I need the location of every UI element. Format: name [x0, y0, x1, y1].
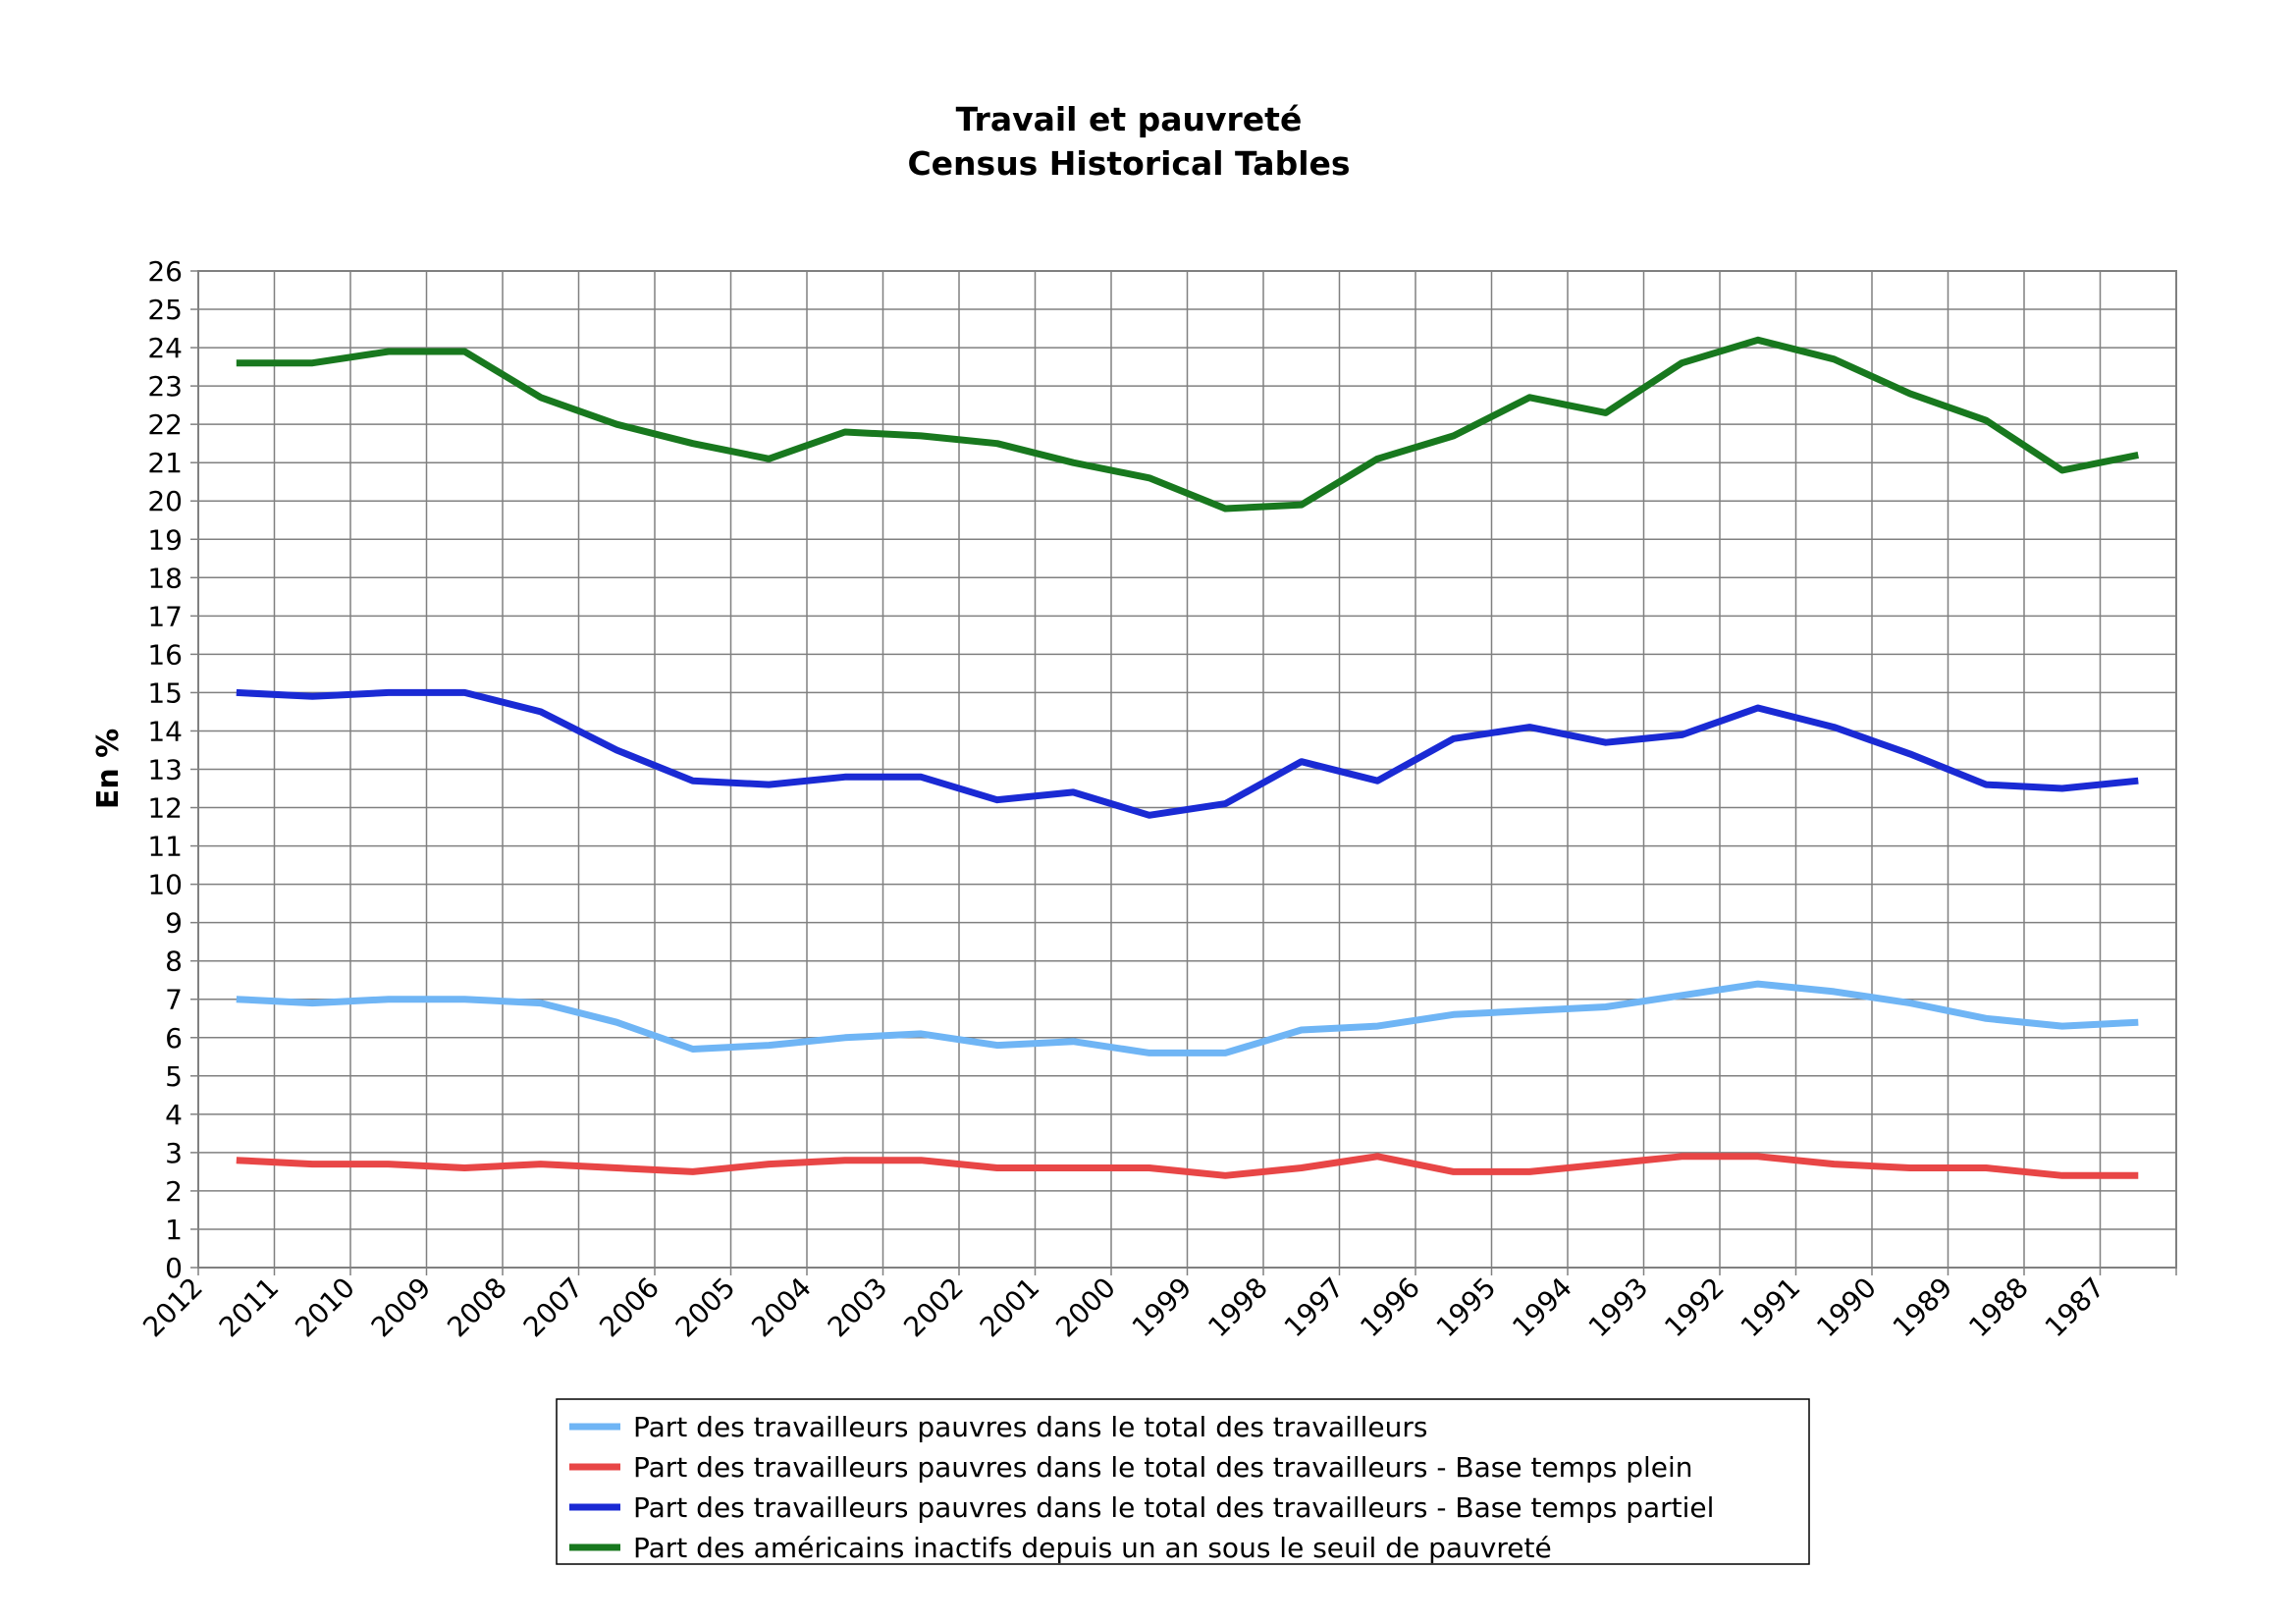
y-tick-label: 11 [147, 831, 183, 863]
y-tick-label: 6 [165, 1022, 183, 1055]
x-tick-label: 1994 [1506, 1271, 1578, 1344]
x-tick-label: 1993 [1582, 1271, 1655, 1344]
x-tick-label: 1990 [1810, 1271, 1883, 1344]
series-line-1 [236, 980, 2139, 1056]
x-tick-label: 2009 [365, 1271, 438, 1344]
x-tick-label: 1987 [2039, 1271, 2111, 1344]
y-tick-label: 14 [147, 715, 183, 747]
x-axis-ticks: 2012 2011 2010 2009 2008 2007 2006 2005 2004 2003… [136, 1268, 2177, 1344]
y-tick-label: 21 [147, 447, 183, 479]
x-tick-label: 2010 [289, 1271, 361, 1344]
x-tick-label: 1998 [1201, 1271, 1274, 1344]
y-tick-label: 26 [147, 255, 183, 288]
legend-label-2: Part des travailleurs pauvres dans le to… [633, 1451, 1693, 1484]
y-tick-label: 5 [165, 1060, 183, 1093]
x-tick-label: 1996 [1354, 1271, 1426, 1344]
y-tick-label: 3 [165, 1137, 183, 1169]
x-tick-label: 2004 [745, 1271, 818, 1344]
y-tick-label: 23 [147, 370, 183, 403]
series-line-2 [236, 1153, 2139, 1179]
y-tick-label: 7 [165, 984, 183, 1016]
x-tick-label: 1992 [1658, 1271, 1731, 1344]
x-tick-label: 2008 [441, 1271, 513, 1344]
grid [197, 270, 2177, 1269]
x-tick-label: 2006 [593, 1271, 666, 1344]
x-tick-label: 2011 [213, 1271, 286, 1344]
y-axis-label: En % [91, 729, 126, 809]
y-tick-label: 9 [165, 907, 183, 940]
series-line-3 [236, 688, 2139, 819]
y-tick-label: 16 [147, 638, 183, 671]
y-tick-label: 24 [147, 332, 183, 364]
y-tick-label: 1 [165, 1214, 183, 1246]
legend: Part des travailleurs pauvres dans le to… [556, 1398, 1810, 1565]
legend-label-4: Part des américains inactifs depuis un a… [633, 1532, 1552, 1564]
x-tick-label: 2007 [517, 1271, 590, 1344]
y-tick-label: 12 [147, 792, 183, 825]
x-tick-label: 2002 [897, 1271, 970, 1344]
chart-subtitle: Census Historical Tables [907, 144, 1350, 183]
x-tick-label: 2005 [669, 1271, 742, 1344]
x-tick-label: 1991 [1735, 1271, 1807, 1344]
x-tick-label: 2003 [822, 1271, 894, 1344]
legend-label-1: Part des travailleurs pauvres dans le to… [633, 1411, 1427, 1443]
y-tick-label: 19 [147, 523, 183, 556]
chart-title: Travail et pauvreté [956, 100, 1303, 138]
x-tick-label: 2001 [974, 1271, 1046, 1344]
series-lines [236, 336, 2139, 1179]
x-tick-label: 1997 [1278, 1271, 1351, 1344]
x-tick-label: 1989 [1887, 1271, 1959, 1344]
y-tick-label: 25 [147, 294, 183, 326]
y-tick-label: 8 [165, 946, 183, 978]
x-tick-label: 2000 [1049, 1271, 1122, 1344]
x-tick-label: 1988 [1962, 1271, 2035, 1344]
y-tick-label: 0 [165, 1252, 183, 1284]
y-tick-label: 13 [147, 754, 183, 786]
x-tick-label: 1999 [1126, 1271, 1199, 1344]
series-line-4 [236, 336, 2139, 513]
y-tick-label: 10 [147, 869, 183, 901]
legend-label-3: Part des travailleurs pauvres dans le to… [633, 1491, 1714, 1524]
y-tick-label: 17 [147, 600, 183, 632]
y-tick-label: 22 [147, 408, 183, 441]
y-tick-label: 20 [147, 485, 183, 517]
y-tick-label: 18 [147, 562, 183, 594]
y-axis-ticks: 0123456789101112131415161718192021222324… [147, 255, 198, 1284]
legend-box [556, 1398, 1810, 1565]
y-tick-label: 2 [165, 1175, 183, 1208]
y-tick-label: 4 [165, 1099, 183, 1131]
x-tick-label: 1995 [1430, 1271, 1503, 1344]
y-tick-label: 15 [147, 676, 183, 709]
